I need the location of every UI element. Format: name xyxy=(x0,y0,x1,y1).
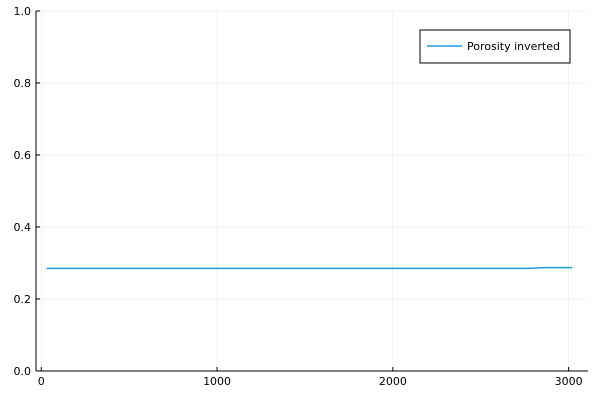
x-tick-label-2: 2000 xyxy=(379,375,407,388)
legend: Porosity inverted xyxy=(419,29,571,64)
x-tick-label-1: 1000 xyxy=(203,375,231,388)
y-tick-label-5: 1.0 xyxy=(14,5,32,18)
series-lines xyxy=(46,266,573,270)
y-tick-label-3: 0.6 xyxy=(14,149,32,162)
y-tick-label-0: 0.0 xyxy=(14,365,32,378)
legend-label-porosity-inverted: Porosity inverted xyxy=(467,40,560,53)
x-tick-label-3: 3000 xyxy=(555,375,583,388)
series-line-0 xyxy=(46,266,573,270)
grid-lines xyxy=(36,10,588,372)
axes xyxy=(35,10,588,372)
tick-labels: 0 1000 2000 3000 0.0 0.2 0.4 0.6 0.8 1.0 xyxy=(14,5,583,388)
y-tick-label-2: 0.4 xyxy=(14,221,32,234)
y-tick-label-1: 0.2 xyxy=(14,293,32,306)
x-tick-label-0: 0 xyxy=(38,375,45,388)
y-tick-label-4: 0.8 xyxy=(14,77,32,90)
